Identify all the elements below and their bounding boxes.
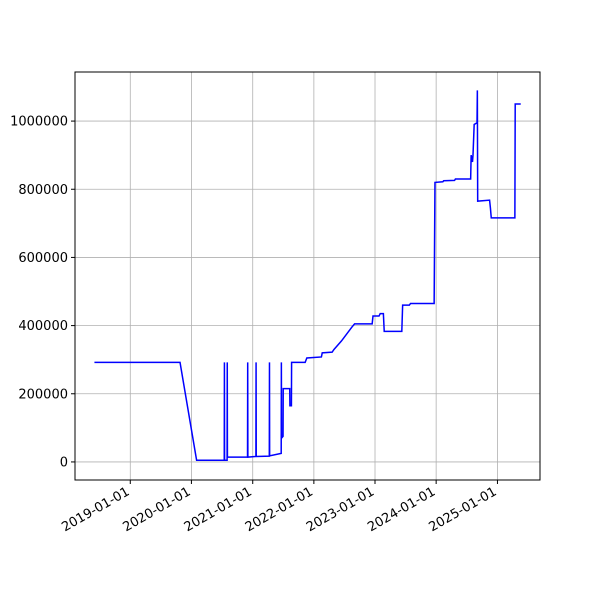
grid — [75, 72, 540, 480]
data-line — [94, 90, 521, 461]
y-tick-label: 0 — [60, 455, 68, 470]
y-tick-label: 600000 — [18, 251, 68, 266]
y-tick-label: 200000 — [18, 387, 68, 402]
y-tick-label: 400000 — [18, 319, 68, 334]
y-tick-label: 1000000 — [10, 115, 68, 130]
plot — [94, 90, 521, 461]
axes-frame — [74, 71, 541, 481]
y-tick-label: 800000 — [18, 183, 68, 198]
